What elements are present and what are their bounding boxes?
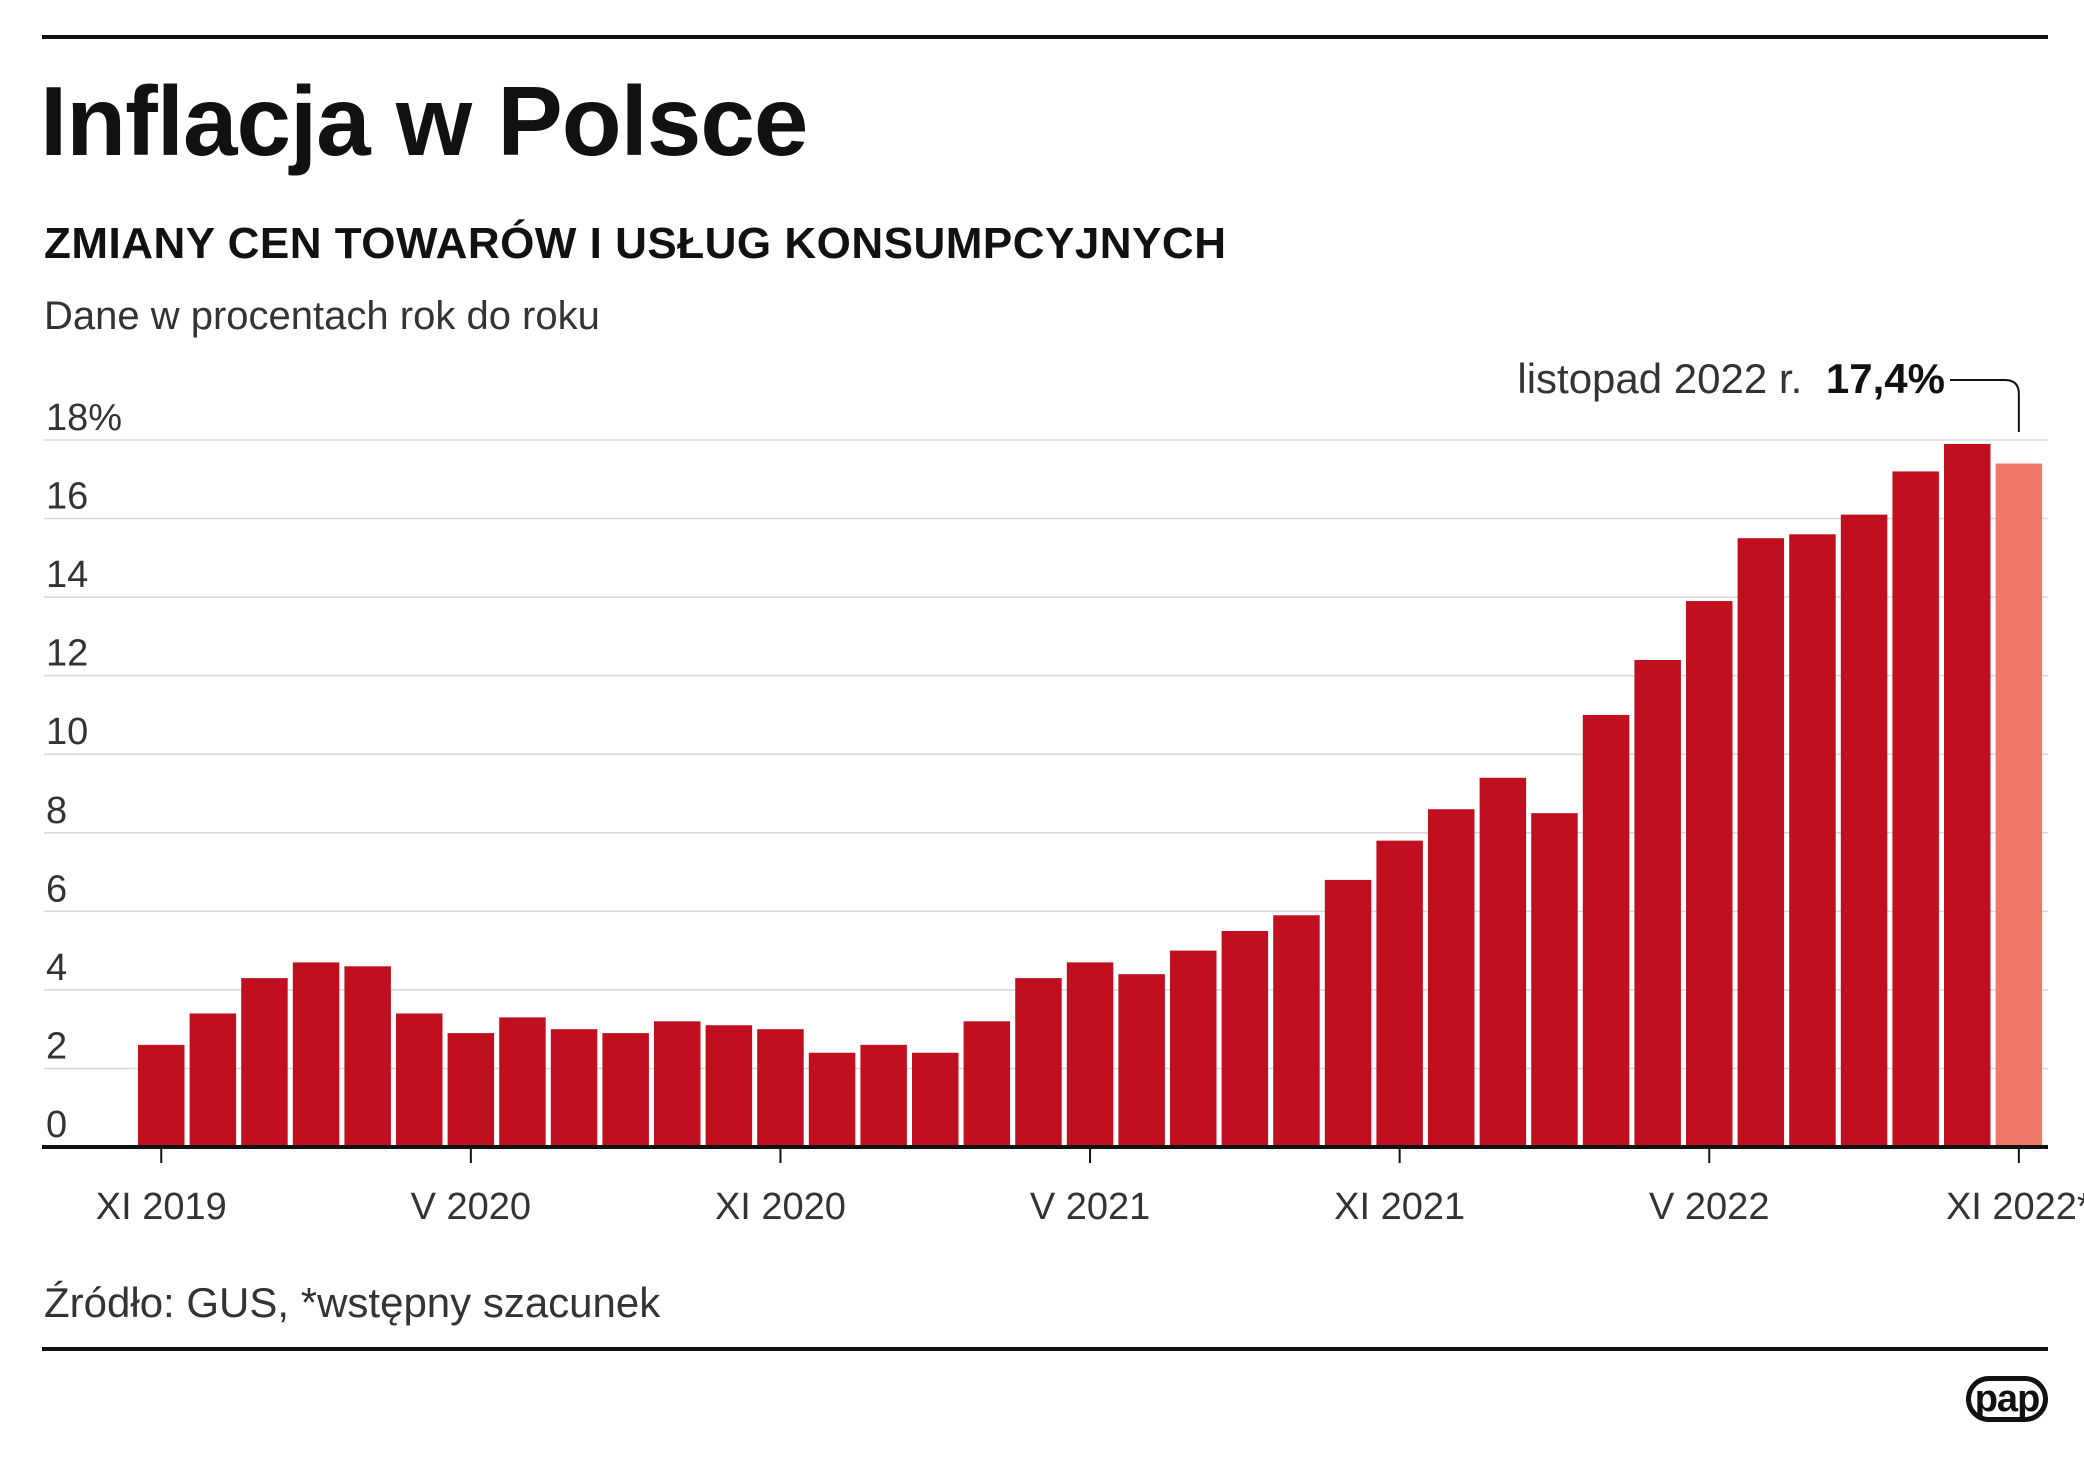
bar (396, 1013, 443, 1147)
x-tick-label: XI 2020 (715, 1186, 846, 1228)
source-note: Źródło: GUS, *wstępny szacunek (44, 1279, 661, 1326)
bar (447, 1033, 495, 1147)
bottom-rule (42, 1347, 2048, 1351)
x-tick-label: XI 2022* (1946, 1186, 2084, 1228)
pap-logo: pap (1966, 1376, 2048, 1422)
top-rule (42, 35, 2048, 39)
annotation: listopad 2022 r. 17,4% (1517, 355, 2020, 432)
bar (1892, 471, 1939, 1147)
bar (189, 1013, 237, 1147)
unit-note: Dane w procentach rok do roku (44, 294, 600, 338)
bar (1428, 809, 1475, 1147)
bars (138, 443, 2043, 1148)
bar (757, 1029, 804, 1147)
bar (1686, 601, 1733, 1147)
bar (1995, 463, 2043, 1148)
annotation-label: listopad 2022 r. 17,4% (1517, 355, 1945, 402)
bar (292, 962, 340, 1147)
bar (1118, 974, 1165, 1147)
bar (550, 1029, 598, 1147)
bar (1531, 813, 1578, 1147)
bar (1376, 840, 1423, 1147)
y-tick-label: 0 (46, 1104, 67, 1146)
x-tick-label: XI 2019 (96, 1186, 227, 1228)
x-tick-label: V 2020 (411, 1186, 531, 1228)
bar (963, 1021, 1011, 1147)
bar (808, 1052, 856, 1147)
bar (1634, 659, 1681, 1147)
y-tick-label: 10 (46, 711, 88, 753)
bar (1015, 978, 1062, 1147)
bar (705, 1025, 753, 1147)
x-tick-label: V 2022 (1649, 1186, 1769, 1228)
y-tick-label: 16 (46, 476, 88, 518)
bar (1479, 777, 1527, 1147)
bar (1324, 879, 1372, 1147)
chart-subtitle: ZMIANY CEN TOWARÓW I USŁUG KONSUMPCYJNYC… (44, 219, 1227, 268)
bar (1066, 962, 1114, 1147)
x-tick-label: XI 2021 (1334, 1186, 1465, 1228)
y-tick-label: 4 (46, 947, 67, 989)
bar (1737, 538, 1785, 1147)
bar (1221, 930, 1269, 1147)
bar (344, 966, 391, 1147)
bar (241, 978, 288, 1147)
bar (499, 1017, 546, 1147)
bar (1840, 514, 1888, 1147)
y-axis-ticks: 0 2 4 6 8 10 12 14 16 18% (46, 397, 122, 1146)
bar (602, 1033, 649, 1147)
y-tick-label: 18% (46, 397, 122, 439)
y-tick-label: 8 (46, 790, 67, 832)
bar (654, 1021, 701, 1147)
bar (1170, 950, 1217, 1147)
x-tick-label: V 2021 (1030, 1186, 1150, 1228)
annotation-leader-line (1950, 379, 2020, 432)
x-axis-ticks: XI 2019 V 2020 XI 2020 V 2021 XI 2021 V 2022 X… (96, 1147, 2084, 1228)
annotation-label-text: listopad 2022 r. (1517, 355, 1802, 402)
bar (1789, 534, 1836, 1147)
bar (1273, 915, 1320, 1147)
bar (1944, 443, 1991, 1148)
bar (912, 1052, 959, 1147)
annotation-value: 17,4% (1826, 355, 1945, 402)
y-tick-label: 6 (46, 868, 67, 910)
y-tick-label: 2 (46, 1025, 67, 1067)
y-tick-label: 12 (46, 633, 88, 675)
y-tick-label: 14 (46, 554, 88, 596)
chart-title: Inflacja w Polsce (40, 66, 808, 176)
bar (860, 1044, 907, 1147)
bar (138, 1044, 185, 1147)
bar (1582, 714, 1630, 1147)
